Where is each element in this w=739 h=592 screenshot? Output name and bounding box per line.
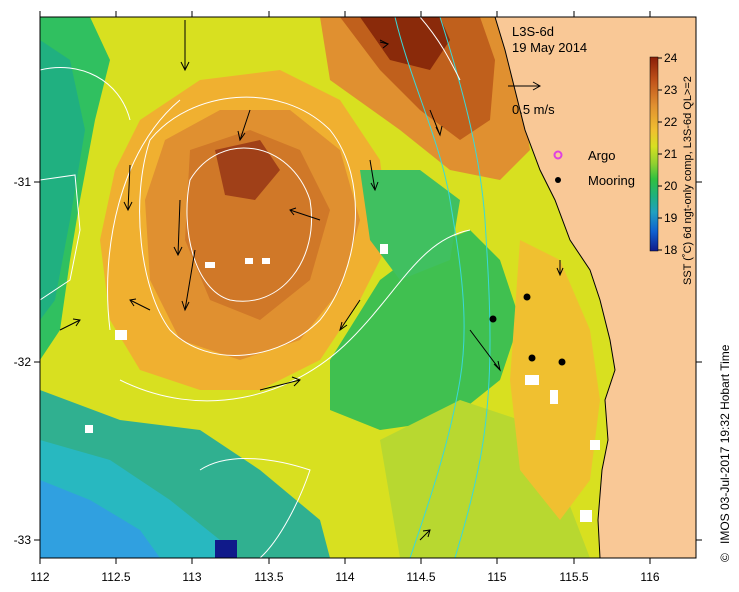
plot-frame xyxy=(39,16,697,559)
sst-field: L3S-6d 19 May 2014 0.5 m/s Argo Mooring xyxy=(40,17,696,558)
mooring-legend-marker xyxy=(555,177,561,183)
scale-label: 0.5 m/s xyxy=(512,102,555,117)
mooring-markers xyxy=(489,293,566,366)
x-tick-label: 116 xyxy=(640,570,659,584)
colorbar-tick: 20 xyxy=(664,179,678,193)
axis-ticks xyxy=(34,11,702,564)
credit-label: IMOS 03-Jul-2017 19:32 Hobart Time xyxy=(718,344,732,544)
y-axis-labels: -31 -32 -33 xyxy=(14,175,32,547)
copyright-symbol: © xyxy=(718,553,732,562)
x-tick-label: 115 xyxy=(487,570,506,584)
colorbar-tick: 21 xyxy=(664,147,678,161)
y-tick-label: -31 xyxy=(14,175,32,189)
x-tick-label: 115.5 xyxy=(559,570,588,584)
argo-legend-label: Argo xyxy=(588,148,615,163)
sst-colorbar: 24 23 22 21 20 19 18 SST (˚C) 6d ngt-onl… xyxy=(649,51,694,285)
colorbar-title: SST (˚C) 6d ngt-only comp, L3S-6d QL>=2 xyxy=(682,76,694,285)
x-tick-label: 114.5 xyxy=(406,570,435,584)
mooring-legend-label: Mooring xyxy=(588,173,635,188)
colorbar-tick: 24 xyxy=(664,51,678,65)
product-label: L3S-6d xyxy=(512,24,554,39)
x-tick-label: 113.5 xyxy=(254,570,283,584)
colorbar-tick: 18 xyxy=(664,243,678,257)
argo-legend-marker xyxy=(553,150,563,160)
x-axis-labels: 112 112.5 113 113.5 114 114.5 115 115.5 … xyxy=(30,570,659,584)
current-vectors xyxy=(59,20,564,541)
x-tick-label: 114 xyxy=(335,570,354,584)
colorbar-tick: 19 xyxy=(664,211,678,225)
date-label: 19 May 2014 xyxy=(512,40,587,55)
x-tick-label: 113 xyxy=(182,570,201,584)
colorbar-tick: 23 xyxy=(664,83,678,97)
scale-arrow xyxy=(508,81,542,91)
x-tick-label: 112.5 xyxy=(101,570,130,584)
x-tick-label: 112 xyxy=(30,570,49,584)
y-tick-label: -33 xyxy=(14,533,32,547)
colorbar-tick: 22 xyxy=(664,115,678,129)
y-tick-label: -32 xyxy=(14,355,32,369)
